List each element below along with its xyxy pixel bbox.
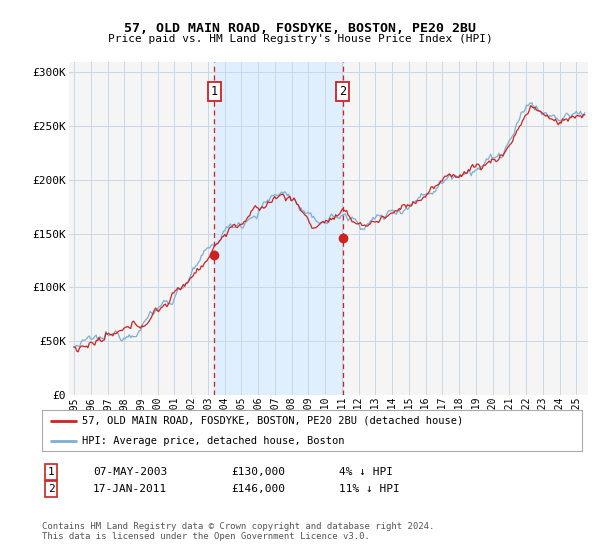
Text: £146,000: £146,000 xyxy=(231,484,285,494)
Text: 11% ↓ HPI: 11% ↓ HPI xyxy=(339,484,400,494)
Bar xyxy=(214,62,343,395)
Text: 2: 2 xyxy=(339,85,346,98)
Text: 17-JAN-2011: 17-JAN-2011 xyxy=(93,484,167,494)
Text: Contains HM Land Registry data © Crown copyright and database right 2024.
This d: Contains HM Land Registry data © Crown c… xyxy=(42,522,434,542)
Text: 57, OLD MAIN ROAD, FOSDYKE, BOSTON, PE20 2BU: 57, OLD MAIN ROAD, FOSDYKE, BOSTON, PE20… xyxy=(124,22,476,35)
Text: 2: 2 xyxy=(47,484,55,494)
Text: 07-MAY-2003: 07-MAY-2003 xyxy=(93,467,167,477)
Text: HPI: Average price, detached house, Boston: HPI: Average price, detached house, Bost… xyxy=(83,436,345,446)
Text: Price paid vs. HM Land Registry's House Price Index (HPI): Price paid vs. HM Land Registry's House … xyxy=(107,34,493,44)
Text: 1: 1 xyxy=(211,85,218,98)
Text: £130,000: £130,000 xyxy=(231,467,285,477)
Text: 57, OLD MAIN ROAD, FOSDYKE, BOSTON, PE20 2BU (detached house): 57, OLD MAIN ROAD, FOSDYKE, BOSTON, PE20… xyxy=(83,416,464,426)
Text: 4% ↓ HPI: 4% ↓ HPI xyxy=(339,467,393,477)
Text: 1: 1 xyxy=(47,467,55,477)
